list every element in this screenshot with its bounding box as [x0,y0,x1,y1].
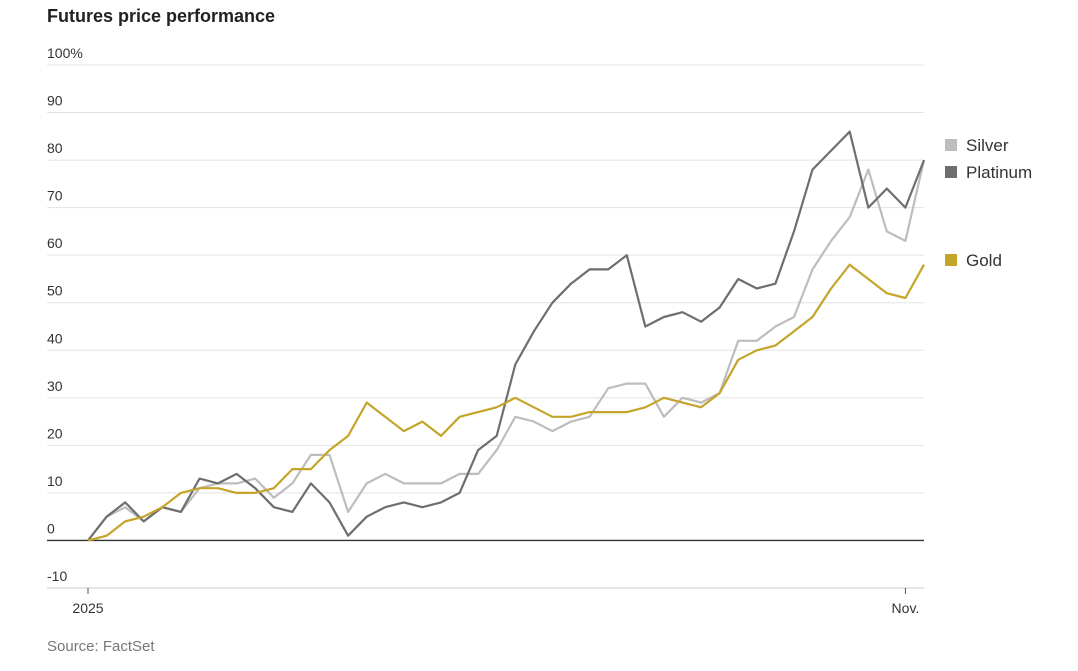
y-tick-label: 40 [47,330,63,346]
legend-swatch [945,254,957,266]
source: Source: FactSet [47,638,155,655]
series-line [87,263,925,542]
series-line [87,159,926,542]
y-tick-label: 100% [47,45,83,61]
y-tick-label: 20 [47,425,63,441]
y-tick-label: -10 [47,568,67,584]
legend-label: Silver [966,136,1009,155]
legend-swatch [945,166,957,178]
legend-swatch [945,139,957,151]
x-tick-label: Nov. [892,600,920,616]
y-tick-label: 90 [47,93,63,109]
y-tick-label: 50 [47,283,63,299]
legend-label: Gold [966,251,1002,270]
y-tick-label: 0 [47,520,55,536]
series-line [87,130,926,542]
y-tick-label: 60 [47,235,63,251]
x-tick-label: 2025 [72,600,103,616]
y-tick-label: 30 [47,378,63,394]
y-tick-label: 10 [47,473,63,489]
legend-label: Platinum [966,163,1032,182]
chart-title: Futures price performance [47,6,275,26]
y-tick-label: 70 [47,188,63,204]
y-tick-label: 80 [47,140,63,156]
